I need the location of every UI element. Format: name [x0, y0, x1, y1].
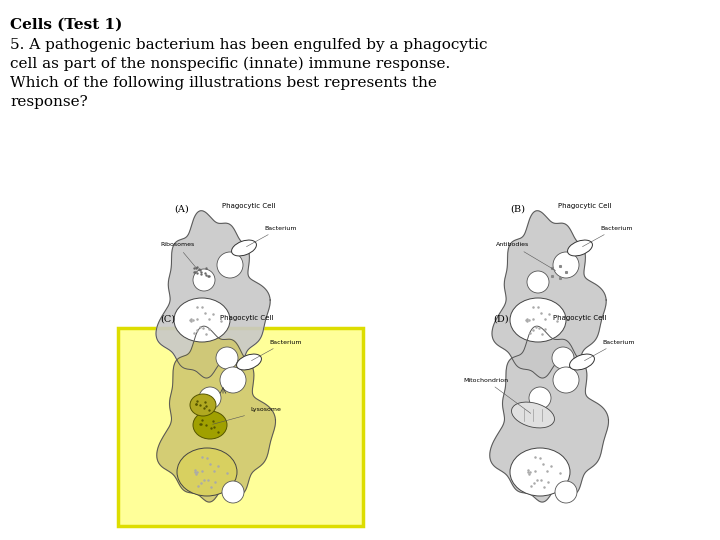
Ellipse shape [510, 448, 570, 496]
Text: Phagocytic Cell: Phagocytic Cell [222, 203, 275, 209]
Polygon shape [492, 211, 606, 378]
Bar [118, 328, 363, 526]
Text: 5. A pathogenic bacterium has been engulfed by a phagocytic: 5. A pathogenic bacterium has been engul… [10, 38, 487, 52]
Text: Bacterium: Bacterium [246, 226, 297, 247]
Ellipse shape [232, 240, 256, 256]
Text: Ribosomes: Ribosomes [160, 242, 197, 268]
Text: cell as part of the nonspecific (innate) immune response.: cell as part of the nonspecific (innate)… [10, 57, 450, 71]
Ellipse shape [511, 402, 554, 428]
Ellipse shape [237, 354, 261, 370]
Text: Phagocytic Cell: Phagocytic Cell [553, 315, 606, 321]
Text: Bacterium: Bacterium [585, 340, 634, 361]
Circle shape [199, 387, 221, 409]
Ellipse shape [174, 298, 230, 342]
Text: Phagocytic Cell: Phagocytic Cell [220, 315, 274, 321]
Polygon shape [490, 326, 608, 502]
Circle shape [552, 347, 574, 369]
Ellipse shape [190, 394, 216, 416]
Text: (D): (D) [493, 315, 508, 324]
Text: (C): (C) [160, 315, 175, 324]
Text: Bacterium: Bacterium [582, 226, 632, 247]
Text: Which of the following illustrations best represents the: Which of the following illustrations bes… [10, 76, 437, 90]
Ellipse shape [570, 354, 595, 370]
Circle shape [222, 481, 244, 503]
Text: Bacterium: Bacterium [251, 340, 302, 361]
Text: (A): (A) [174, 205, 189, 214]
Circle shape [529, 387, 551, 409]
Text: Cells (Test 1): Cells (Test 1) [10, 18, 122, 32]
Circle shape [193, 269, 215, 291]
Circle shape [216, 347, 238, 369]
Text: (B): (B) [510, 205, 525, 214]
Circle shape [217, 252, 243, 278]
Circle shape [220, 367, 246, 393]
Polygon shape [157, 326, 276, 502]
Text: response?: response? [10, 95, 88, 109]
Circle shape [555, 481, 577, 503]
Ellipse shape [510, 298, 566, 342]
Ellipse shape [567, 240, 593, 256]
Circle shape [553, 252, 579, 278]
Text: Antibodies: Antibodies [496, 242, 556, 271]
Text: Phagocytic Cell: Phagocytic Cell [558, 203, 611, 209]
Text: Mitochondrion: Mitochondrion [463, 377, 531, 413]
Polygon shape [156, 211, 270, 378]
Circle shape [527, 271, 549, 293]
Circle shape [553, 367, 579, 393]
Ellipse shape [193, 411, 227, 439]
Text: Lysosome: Lysosome [212, 408, 281, 424]
Ellipse shape [177, 448, 237, 496]
